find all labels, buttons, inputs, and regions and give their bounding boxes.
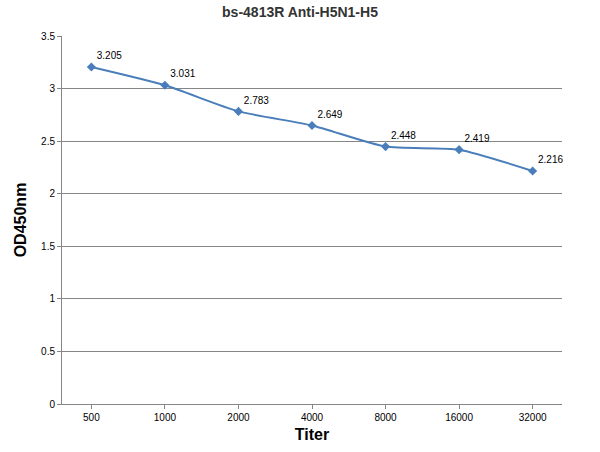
svg-text:3.205: 3.205 — [97, 50, 122, 61]
svg-text:OD450nm: OD450nm — [12, 183, 29, 258]
svg-text:2.419: 2.419 — [464, 133, 489, 144]
svg-text:bs-4813R Anti-H5N1-H5: bs-4813R Anti-H5N1-H5 — [222, 4, 378, 20]
svg-text:0: 0 — [49, 399, 55, 410]
svg-text:2000: 2000 — [227, 412, 250, 423]
svg-text:4000: 4000 — [301, 412, 324, 423]
svg-text:3: 3 — [49, 83, 55, 94]
svg-text:Titer: Titer — [295, 426, 329, 443]
svg-text:2.448: 2.448 — [391, 130, 416, 141]
svg-text:2.216: 2.216 — [538, 154, 563, 165]
svg-text:2.5: 2.5 — [41, 136, 55, 147]
svg-text:2.649: 2.649 — [317, 109, 342, 120]
svg-text:2: 2 — [49, 188, 55, 199]
svg-text:2.783: 2.783 — [244, 95, 269, 106]
svg-text:8000: 8000 — [374, 412, 397, 423]
svg-text:1.5: 1.5 — [41, 241, 55, 252]
svg-text:3.031: 3.031 — [170, 68, 195, 79]
svg-text:32000: 32000 — [519, 412, 547, 423]
svg-text:500: 500 — [83, 412, 100, 423]
svg-text:1: 1 — [49, 293, 55, 304]
svg-text:16000: 16000 — [445, 412, 473, 423]
svg-text:1000: 1000 — [154, 412, 177, 423]
svg-text:0.5: 0.5 — [41, 346, 55, 357]
svg-text:3.5: 3.5 — [41, 31, 55, 42]
